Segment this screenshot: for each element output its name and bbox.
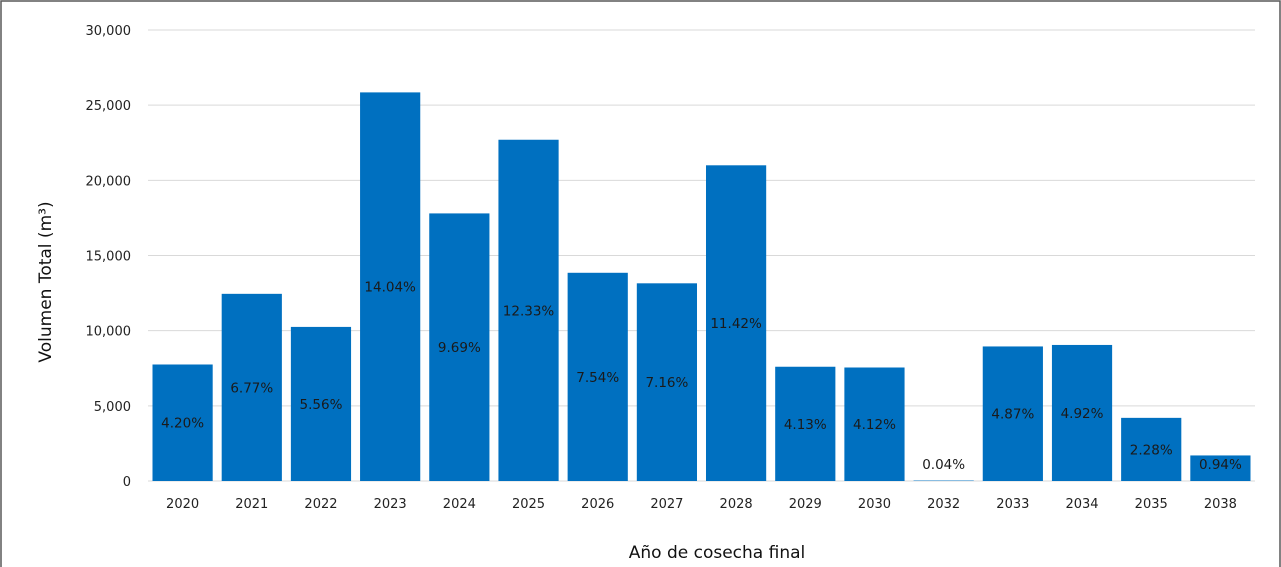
bar-2027 bbox=[636, 283, 698, 481]
x-axis-ticks: 2020 2021 2022 2023 2024 2025 2026 2027 2028 2029… bbox=[166, 497, 1237, 512]
bar-2028 bbox=[705, 165, 767, 482]
y-axis-ticks: 0 5,000 10,000 15,000 20,000 25,000 30,000 bbox=[86, 24, 132, 490]
bar-2029 bbox=[775, 366, 836, 481]
bar-2030 bbox=[844, 367, 905, 481]
data-label-2024: 9.69% bbox=[438, 340, 481, 356]
data-label-2034: 4.92% bbox=[1061, 406, 1104, 422]
x-tick-label: 2026 bbox=[581, 497, 614, 512]
bar-2022 bbox=[290, 326, 352, 481]
x-tick-label: 2029 bbox=[789, 497, 822, 512]
data-label-2026: 7.54% bbox=[576, 370, 619, 386]
bar-2026 bbox=[567, 272, 628, 481]
bar-2034 bbox=[1051, 344, 1113, 481]
bar-2033 bbox=[982, 346, 1043, 481]
data-label-2022: 5.56% bbox=[300, 397, 343, 413]
bar-2024 bbox=[429, 213, 490, 481]
data-label-2030: 4.12% bbox=[853, 417, 896, 433]
x-tick-label: 2028 bbox=[720, 497, 753, 512]
data-label-2023: 14.04% bbox=[364, 280, 416, 296]
x-tick-label: 2038 bbox=[1204, 497, 1237, 512]
y-tick-label: 20,000 bbox=[86, 174, 132, 189]
y-tick-label: 15,000 bbox=[86, 250, 132, 265]
bar-2021 bbox=[221, 293, 282, 481]
y-tick-label: 30,000 bbox=[86, 24, 132, 39]
x-tick-label: 2023 bbox=[374, 497, 407, 512]
y-axis-title: Volumen Total (m³) bbox=[36, 201, 56, 362]
bars bbox=[152, 92, 1251, 482]
x-tick-label: 2027 bbox=[650, 497, 683, 512]
data-label-2025: 12.33% bbox=[503, 303, 555, 319]
y-tick-label: 5,000 bbox=[94, 400, 131, 415]
x-tick-label: 2033 bbox=[996, 497, 1029, 512]
x-tick-label: 2032 bbox=[927, 497, 960, 512]
bar-2023 bbox=[360, 92, 421, 481]
x-tick-label: 2025 bbox=[512, 497, 545, 512]
x-tick-label: 2030 bbox=[858, 497, 891, 512]
bar-2038 bbox=[1190, 455, 1251, 481]
data-label-2020: 4.20% bbox=[161, 416, 204, 432]
x-axis-title: Año de cosecha final bbox=[629, 543, 806, 563]
data-label-2032: 0.04% bbox=[922, 457, 965, 473]
x-tick-label: 2020 bbox=[166, 497, 199, 512]
y-tick-label: 25,000 bbox=[86, 99, 132, 114]
x-tick-label: 2022 bbox=[304, 497, 337, 512]
data-label-2029: 4.13% bbox=[784, 417, 827, 433]
data-label-2027: 7.16% bbox=[645, 375, 688, 391]
x-tick-label: 2034 bbox=[1065, 497, 1098, 512]
x-tick-label: 2024 bbox=[443, 497, 476, 512]
y-tick-label: 0 bbox=[123, 475, 131, 490]
bar-2025 bbox=[498, 139, 559, 481]
bar-2035 bbox=[1121, 417, 1182, 481]
data-label-2028: 11.42% bbox=[710, 316, 762, 332]
x-tick-label: 2021 bbox=[235, 497, 268, 512]
y-tick-label: 10,000 bbox=[86, 325, 132, 340]
data-label-2021: 6.77% bbox=[230, 380, 273, 396]
data-label-2033: 4.87% bbox=[991, 407, 1034, 423]
bar-2020 bbox=[152, 364, 213, 481]
data-label-2038: 0.94% bbox=[1199, 457, 1242, 473]
x-tick-label: 2035 bbox=[1135, 497, 1168, 512]
data-labels: 4.20% 6.77% 5.56% 14.04% 9.69% 12.33% 7.54% 7.1… bbox=[161, 280, 1242, 473]
data-label-2035: 2.28% bbox=[1130, 442, 1173, 458]
